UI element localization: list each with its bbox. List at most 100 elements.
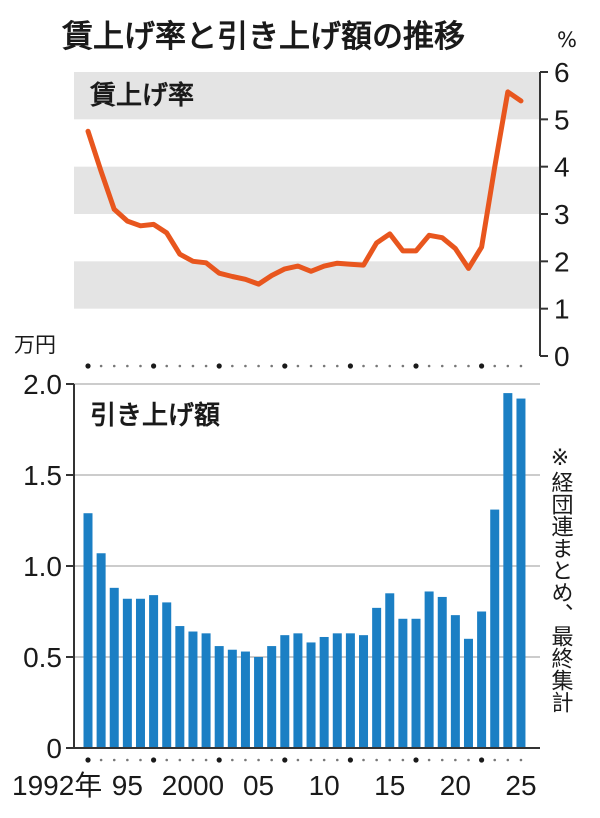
bar-2009: [306, 642, 316, 748]
year-tick-dots: [85, 363, 523, 763]
bar-1994: [109, 587, 119, 748]
year-dot: [204, 758, 208, 762]
bar-1995: [122, 598, 132, 748]
bar-2022: [477, 611, 487, 748]
year-dot: [362, 758, 365, 762]
bar-2011: [332, 633, 342, 748]
bar-2000: [188, 631, 198, 748]
source-note: ※経団連まとめ、最終集計: [548, 446, 574, 713]
year-dot: [139, 364, 142, 368]
year-dot: [126, 364, 129, 368]
year-dot: [126, 758, 129, 762]
year-dot: [85, 757, 91, 763]
year-dot: [493, 758, 497, 762]
year-dot: [519, 758, 523, 762]
bar-2007: [280, 635, 290, 748]
year-dot: [454, 364, 457, 368]
bar-2024: [503, 393, 513, 748]
year-dot: [99, 758, 103, 762]
bar-2013: [359, 635, 369, 748]
year-dot: [270, 758, 273, 762]
line-y-tick-label: 2: [554, 246, 570, 277]
band-3-4: [74, 166, 540, 214]
year-dot: [401, 364, 405, 368]
bar-1993: [96, 553, 106, 748]
year-dot: [427, 364, 431, 368]
year-dot: [151, 757, 157, 763]
year-dot: [85, 363, 91, 369]
year-dot: [335, 364, 339, 368]
bar-2004: [240, 651, 250, 748]
year-dot: [347, 363, 353, 369]
x-tick-label: 1992年: [12, 770, 102, 801]
x-tick-label: 25: [505, 770, 536, 801]
year-dot: [322, 758, 326, 762]
year-dot: [440, 364, 444, 368]
year-dot: [204, 364, 208, 368]
year-dot: [139, 758, 142, 762]
year-dot: [257, 758, 260, 762]
bar-2010: [319, 636, 329, 748]
chart-title: 賃上げ率と引き上げ額の推移: [61, 19, 465, 55]
x-tick-label: 10: [309, 770, 340, 801]
bar-y-tick-label: 0: [46, 733, 62, 764]
bar-2016: [398, 618, 408, 748]
bar-2023: [490, 509, 500, 748]
line-y-tick-label: 4: [554, 152, 570, 183]
year-dot: [347, 757, 353, 763]
year-dot: [112, 758, 116, 762]
year-dot: [388, 758, 392, 762]
band-5-6: [74, 72, 540, 120]
year-dot: [270, 364, 273, 368]
year-dot: [454, 758, 457, 762]
year-dot: [413, 757, 419, 763]
year-dot: [375, 758, 378, 762]
year-dot: [216, 757, 222, 763]
year-dot: [401, 758, 405, 762]
bar-1999: [175, 626, 185, 748]
bar-chart-unit: 万円: [14, 333, 56, 357]
year-dot: [165, 758, 169, 762]
year-dot: [413, 363, 419, 369]
x-tick-label: 15: [374, 770, 405, 801]
bar-2006: [267, 646, 277, 748]
year-dot: [165, 364, 169, 368]
line-y-tick-label: 6: [554, 57, 570, 88]
year-dot: [309, 364, 313, 368]
chart-axes: [66, 71, 548, 749]
bar-2020: [450, 615, 460, 748]
year-dot: [519, 364, 523, 368]
bar-series: [83, 393, 526, 748]
year-dot: [335, 758, 339, 762]
line-y-tick-label: 1: [554, 294, 570, 325]
year-dot: [191, 758, 195, 762]
bar-2015: [385, 593, 395, 748]
bar-1997: [149, 595, 159, 748]
bar-1998: [162, 602, 172, 748]
year-dot: [244, 758, 247, 762]
year-dot: [440, 758, 444, 762]
year-dot: [216, 363, 222, 369]
tick-labels: 0 1 2 3 4 5 6 0 0.5 1.0 1.5 2.0 1992年 95 2000 05 10 15 20 2…: [12, 57, 570, 801]
year-dot: [99, 364, 103, 368]
year-dot: [309, 758, 313, 762]
bar-y-tick-label: 1.0: [23, 551, 62, 582]
year-dot: [493, 364, 497, 368]
line-y-tick-label: 0: [554, 341, 570, 372]
bar-2005: [254, 657, 264, 748]
bar-y-tick-label: 1.5: [23, 460, 62, 491]
line-y-tick-label: 5: [554, 104, 570, 135]
year-dot: [112, 364, 116, 368]
year-dot: [506, 364, 510, 368]
x-tick-label: 20: [440, 770, 471, 801]
year-dot: [282, 757, 288, 763]
line-chart-unit: %: [557, 28, 577, 52]
year-dot: [296, 364, 300, 368]
bar-2019: [437, 596, 447, 748]
year-dot: [375, 364, 378, 368]
year-dot: [427, 758, 431, 762]
bar-y-tick-label: 2.0: [23, 369, 62, 400]
x-tick-label: 2000: [162, 770, 224, 801]
bar-1992: [83, 513, 93, 748]
bar-2012: [345, 633, 355, 748]
